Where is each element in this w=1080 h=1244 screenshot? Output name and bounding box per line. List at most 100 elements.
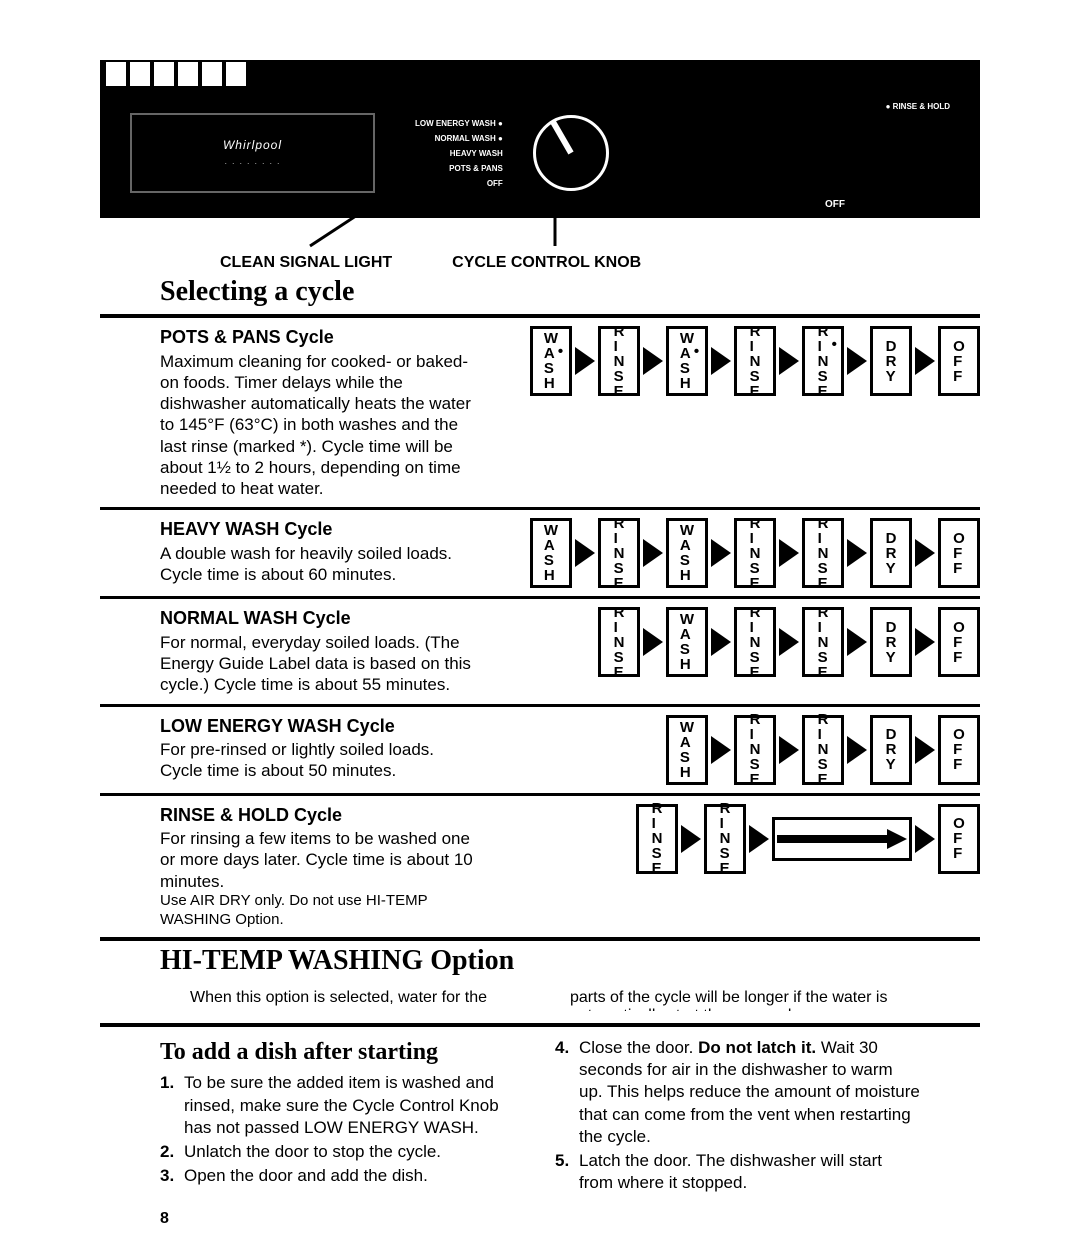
stage-rinse: RINSE [704, 804, 746, 874]
stage-off: OFF [938, 518, 980, 588]
step: 3.Open the door and add the dish. [160, 1165, 525, 1187]
arrow-icon [711, 628, 731, 656]
stage-off: OFF [938, 804, 980, 874]
divider [100, 937, 980, 941]
cycle-flow: WASH RINSE WASH RINSE RINSE DRY OFF [500, 518, 980, 588]
pointer-labels: CLEAN SIGNAL LIGHT CYCLE CONTROL KNOB [100, 254, 980, 272]
step: 5.Latch the door. The dishwasher will st… [555, 1150, 920, 1194]
arrow-icon [681, 825, 701, 853]
stage-rinse: RINSE [734, 715, 776, 785]
stage-rinse: RINSE [598, 326, 640, 396]
stage-off: OFF [938, 607, 980, 677]
cycle-row: LOW ENERGY WASH CycleFor pre-rinsed or l… [100, 707, 980, 793]
stage-rinse: RINSE [734, 326, 776, 396]
hitemp-heading: HI-TEMP WASHING Option [160, 945, 980, 977]
cycle-row: RINSE & HOLD CycleFor rinsing a few item… [100, 796, 980, 938]
arrow-icon [915, 736, 935, 764]
stage-off: OFF [938, 326, 980, 396]
cycle-flow: RINSEWASHRINSERINSEDRYOFF [500, 607, 980, 677]
stage-dry: DRY [870, 518, 912, 588]
selecting-a-cycle-heading: Selecting a cycle [160, 276, 980, 308]
arrow-icon [847, 539, 867, 567]
arrow-icon [915, 347, 935, 375]
stage-wash: WASH [666, 518, 708, 588]
cycle-body: For normal, everyday soiled loads. (The … [160, 632, 480, 696]
hitemp-left: When this option is selected, water for … [190, 989, 540, 1011]
cycle-control-knob [533, 115, 609, 191]
arrow-icon [779, 539, 799, 567]
arrow-icon [575, 539, 595, 567]
arrow-icon [711, 347, 731, 375]
stage-wash: WASH [666, 715, 708, 785]
stage-dry: DRY [870, 607, 912, 677]
cycle-note: Use AIR DRY only. Do not use HI-TEMP WAS… [160, 892, 480, 930]
cycle-text: RINSE & HOLD CycleFor rinsing a few item… [160, 804, 480, 930]
cycle-text: POTS & PANS CycleMaximum cleaning for co… [160, 326, 480, 499]
cycle-title: HEAVY WASH Cycle [160, 518, 480, 541]
stage-wash: WASH [530, 518, 572, 588]
rinse-hold-label: ● RINSE & HOLD [886, 102, 950, 111]
long-arrow-stage [772, 817, 912, 861]
control-panel: Whirlpool · · · · · · · · LOW ENERGY WAS… [100, 88, 980, 218]
arrow-icon [643, 628, 663, 656]
cycle-body: A double wash for heavily soiled loads. … [160, 543, 480, 586]
arrow-icon [915, 825, 935, 853]
stage-rinse: RINSE [802, 715, 844, 785]
arrow-icon [779, 347, 799, 375]
add-dish-steps-right: 4.Close the door. Do not latch it. Wait … [555, 1037, 920, 1194]
stage-rinse_star: R•INSE [802, 326, 844, 396]
hitemp-right: parts of the cycle will be longer if the… [570, 989, 920, 1011]
arrow-icon [915, 628, 935, 656]
brand-plate: Whirlpool · · · · · · · · [130, 113, 375, 193]
stage-wash_star: W•ASH [530, 326, 572, 396]
add-dish-section: To add a dish after starting 1.To be sur… [100, 1027, 980, 1196]
cycle-flow: RINSE RINSE OFF [500, 804, 980, 874]
stage-rinse: RINSE [598, 607, 640, 677]
step: 2.Unlatch the door to stop the cycle. [160, 1141, 525, 1163]
hitemp-body: When this option is selected, water for … [100, 983, 980, 1011]
add-dish-heading: To add a dish after starting [160, 1037, 525, 1068]
clean-signal-light-label: CLEAN SIGNAL LIGHT [220, 254, 392, 272]
stage-wash_star: W•ASH [666, 326, 708, 396]
brand-name: Whirlpool [223, 138, 282, 152]
off-label: OFF [825, 199, 845, 210]
cycle-labels: LOW ENERGY WASH ● NORMAL WASH ● HEAVY WA… [415, 119, 503, 188]
arrow-icon [847, 347, 867, 375]
stage-off: OFF [938, 715, 980, 785]
arrow-icon [643, 539, 663, 567]
stage-rinse: RINSE [802, 607, 844, 677]
brand-subtitle: · · · · · · · · [224, 158, 280, 168]
stage-rinse: RINSE [636, 804, 678, 874]
cycle-title: RINSE & HOLD Cycle [160, 804, 480, 827]
add-dish-steps-left: 1.To be sure the added item is washed an… [160, 1072, 525, 1186]
arrow-icon [643, 347, 663, 375]
cycle-body: For pre-rinsed or lightly soiled loads. … [160, 739, 480, 782]
control-panel-illustration: Whirlpool · · · · · · · · LOW ENERGY WAS… [100, 60, 980, 272]
stage-rinse: RINSE [598, 518, 640, 588]
arrow-icon [779, 736, 799, 764]
cycle-body: Maximum cleaning for cooked- or baked-on… [160, 351, 480, 500]
cycle-text: NORMAL WASH CycleFor normal, everyday so… [160, 607, 480, 695]
cycle-text: LOW ENERGY WASH CycleFor pre-rinsed or l… [160, 715, 480, 782]
arrow-icon [711, 736, 731, 764]
arrow-icon [779, 628, 799, 656]
arrow-icon [749, 825, 769, 853]
step: 4.Close the door. Do not latch it. Wait … [555, 1037, 920, 1147]
page-number: 8 [160, 1210, 980, 1228]
step: 1.To be sure the added item is washed an… [160, 1072, 525, 1138]
arrow-icon [575, 347, 595, 375]
cycle-control-knob-label: CYCLE CONTROL KNOB [452, 254, 641, 272]
stage-rinse: RINSE [734, 607, 776, 677]
stage-rinse: RINSE [734, 518, 776, 588]
cycle-title: LOW ENERGY WASH Cycle [160, 715, 480, 738]
stage-dry: DRY [870, 715, 912, 785]
cycle-body: For rinsing a few items to be washed one… [160, 828, 480, 892]
cycle-row: HEAVY WASH CycleA double wash for heavil… [100, 510, 980, 596]
stage-rinse: RINSE [802, 518, 844, 588]
arrow-icon [847, 736, 867, 764]
pointer-lines [100, 208, 720, 250]
arrow-icon [711, 539, 731, 567]
panel-tabs [100, 60, 980, 88]
cycle-title: POTS & PANS Cycle [160, 326, 480, 349]
cycle-row: NORMAL WASH CycleFor normal, everyday so… [100, 599, 980, 703]
